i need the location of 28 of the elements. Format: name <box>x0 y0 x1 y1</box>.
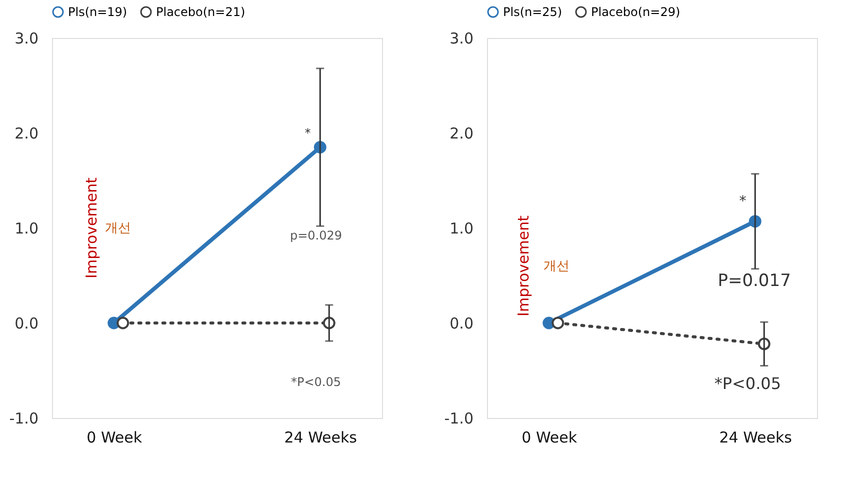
x-tick-label: 24 Weeks <box>719 428 792 446</box>
x-tick-label: 0 Week <box>86 428 142 446</box>
y-tick-label: 1.0 <box>450 220 474 238</box>
y-tick-label: 2.0 <box>450 124 474 142</box>
annotation: P=0.017 <box>718 271 791 292</box>
y-tick-label: 2.0 <box>14 124 38 142</box>
x-tick-label: 0 Week <box>522 428 578 446</box>
legend-label: Pls(n=19) <box>68 5 128 19</box>
y-tick-label: 0.0 <box>450 314 474 332</box>
legend-label: Placebo(n=21) <box>156 5 246 19</box>
legend-label: Placebo(n=29) <box>591 5 680 19</box>
y-tick-label: 3.0 <box>14 30 38 48</box>
annotation: * <box>739 193 746 210</box>
y-tick-label: 0.0 <box>14 314 38 332</box>
annotation: Improvement <box>82 177 101 278</box>
annotation: p=0.029 <box>290 228 342 243</box>
annotation: *P<0.05 <box>290 374 342 389</box>
annotation: * <box>304 126 311 140</box>
annotation: 개선 <box>543 259 570 274</box>
annotation: *P<0.05 <box>714 374 782 393</box>
annotation: Improvement <box>514 215 532 316</box>
annotation: 개선 <box>105 221 131 236</box>
x-tick-label: 24 Weeks <box>284 428 358 446</box>
y-tick-label: -1.0 <box>9 410 38 428</box>
legend-label: Pls(n=25) <box>503 5 562 19</box>
y-tick-label: -1.0 <box>444 410 474 428</box>
y-tick-label: 3.0 <box>450 30 474 48</box>
y-tick-label: 1.0 <box>14 220 38 238</box>
